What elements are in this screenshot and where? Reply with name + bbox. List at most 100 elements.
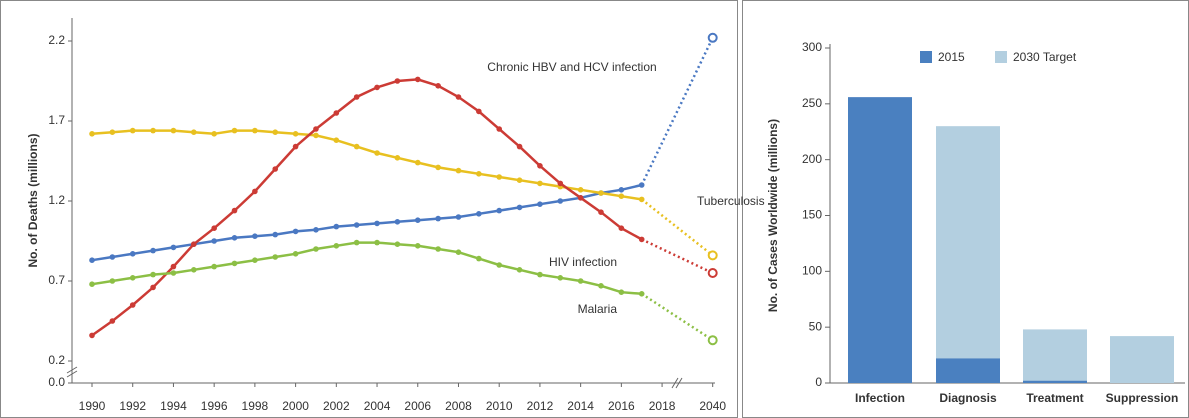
point (516, 177, 523, 183)
point (577, 195, 584, 201)
x-tick-label: 2040 (699, 399, 726, 413)
point (394, 241, 401, 247)
point (557, 275, 564, 281)
point (435, 83, 441, 89)
x-tick-label: 1994 (160, 399, 187, 413)
point (150, 271, 156, 278)
point (598, 209, 604, 215)
legend-label: 2015 (938, 50, 965, 64)
point (129, 302, 136, 308)
point (414, 217, 421, 223)
x-tick-label: 2000 (282, 399, 309, 413)
x-tick-label: 2014 (567, 399, 594, 413)
point (292, 131, 299, 137)
legend-swatch (995, 51, 1007, 63)
point (414, 76, 421, 83)
point (170, 270, 177, 276)
point (191, 267, 197, 273)
series-line (91, 183, 643, 262)
point (292, 228, 299, 235)
bar (1023, 329, 1087, 383)
legend-swatch (920, 51, 932, 63)
point (476, 171, 482, 177)
point (150, 284, 156, 291)
y-axis-break (66, 366, 78, 378)
point (150, 247, 156, 254)
point (414, 243, 421, 249)
point (557, 180, 564, 187)
point (618, 193, 625, 199)
point (170, 127, 177, 134)
legend-label: 2030 Target (1013, 50, 1077, 64)
series-label: Chronic HBV and HCV infection (487, 60, 656, 74)
point (455, 214, 462, 220)
point (455, 167, 462, 174)
point (394, 219, 401, 225)
point (476, 108, 482, 115)
projection-line (641, 292, 714, 342)
point (89, 281, 95, 288)
series-line (91, 129, 642, 201)
point (537, 180, 543, 187)
point (394, 78, 401, 84)
y-tick-label: 2.2 (48, 33, 65, 47)
point (537, 271, 543, 278)
point (707, 335, 718, 346)
point (333, 223, 340, 230)
point (272, 129, 279, 135)
point (476, 255, 482, 262)
point (516, 204, 523, 211)
y-tick-label: 150 (802, 208, 822, 222)
point (109, 278, 116, 284)
point (89, 257, 95, 264)
point (537, 163, 543, 169)
point (374, 220, 380, 227)
x-tick-label: 2016 (608, 399, 635, 413)
point (476, 211, 482, 217)
y-axis-label: No. of Cases Worldwide (millions) (766, 119, 780, 312)
point (638, 182, 645, 188)
point (577, 278, 584, 284)
y-tick-label: 0.2 (48, 353, 65, 367)
point (191, 241, 197, 247)
point (496, 126, 503, 132)
point (333, 243, 340, 249)
point (313, 126, 319, 132)
point (89, 131, 95, 137)
point (496, 174, 503, 180)
bar (848, 97, 912, 383)
point (109, 318, 116, 324)
x-tick-label: 2010 (486, 399, 513, 413)
point (272, 254, 279, 260)
point (252, 127, 258, 134)
point (496, 262, 503, 268)
point (598, 190, 604, 196)
point (313, 227, 319, 233)
point (231, 235, 238, 241)
point (292, 251, 299, 257)
projection-line (640, 37, 714, 186)
point (211, 225, 217, 231)
bar (936, 358, 1000, 383)
projection-line (640, 198, 714, 257)
point (170, 244, 177, 251)
y-tick-label: 200 (802, 152, 822, 166)
point (435, 164, 441, 171)
point (353, 143, 360, 150)
x-tick-label: 2004 (364, 399, 391, 413)
point (129, 127, 136, 134)
point (707, 32, 718, 43)
y-tick-label: 0 (815, 375, 822, 389)
point (557, 198, 564, 204)
point (333, 137, 340, 143)
point (313, 246, 319, 252)
point (577, 187, 584, 193)
point (394, 155, 401, 161)
point (455, 249, 462, 255)
series-label: Tuberculosis (697, 194, 765, 208)
point (252, 188, 258, 195)
point (313, 132, 319, 139)
point (292, 143, 299, 150)
point (516, 267, 523, 273)
